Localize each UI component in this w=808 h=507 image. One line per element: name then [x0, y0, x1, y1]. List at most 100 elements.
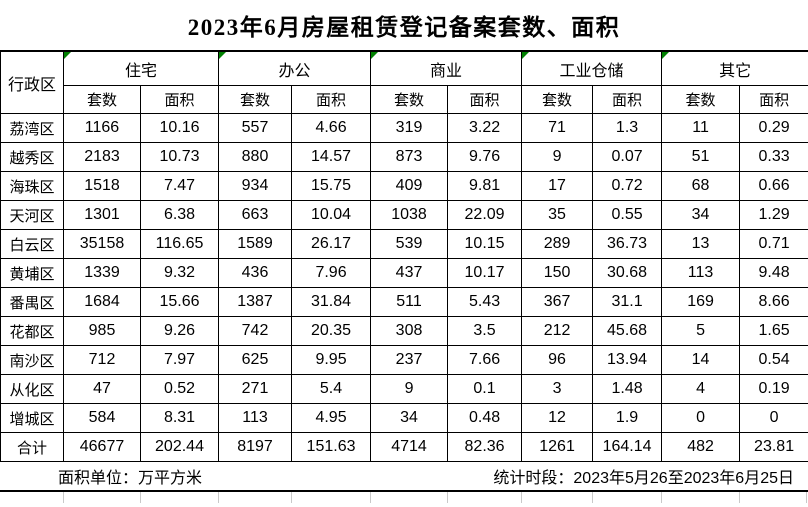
- value-cell[interactable]: 0.54: [739, 345, 808, 375]
- subheader-area-other[interactable]: 面积: [739, 85, 808, 114]
- value-cell[interactable]: 625: [218, 345, 293, 375]
- value-cell[interactable]: 34: [370, 403, 449, 433]
- subheader-count-industrial[interactable]: 套数: [521, 85, 594, 114]
- value-cell[interactable]: 1518: [63, 171, 141, 201]
- value-cell[interactable]: 0.1: [447, 374, 523, 404]
- subheader-area-office[interactable]: 面积: [291, 85, 372, 114]
- value-cell[interactable]: 202.44: [139, 432, 220, 462]
- value-cell[interactable]: 17: [521, 171, 594, 201]
- value-cell[interactable]: 10.73: [139, 142, 220, 172]
- value-cell[interactable]: 96: [521, 345, 594, 375]
- district-cell[interactable]: 增城区: [0, 403, 64, 433]
- value-cell[interactable]: 9.81: [447, 171, 523, 201]
- district-cell[interactable]: 荔湾区: [0, 113, 64, 143]
- value-cell[interactable]: 11: [661, 113, 741, 143]
- value-cell[interactable]: 68: [661, 171, 741, 201]
- value-cell[interactable]: 985: [63, 316, 141, 346]
- value-cell[interactable]: 9: [521, 142, 594, 172]
- value-cell[interactable]: 47: [63, 374, 141, 404]
- value-cell[interactable]: 31.84: [291, 287, 372, 317]
- value-cell[interactable]: 271: [218, 374, 293, 404]
- value-cell[interactable]: 113: [661, 258, 741, 288]
- value-cell[interactable]: 26.17: [291, 229, 372, 259]
- value-cell[interactable]: 5.43: [447, 287, 523, 317]
- subheader-area-commercial[interactable]: 面积: [447, 85, 523, 114]
- value-cell[interactable]: 23.81: [739, 432, 808, 462]
- value-cell[interactable]: 1589: [218, 229, 293, 259]
- value-cell[interactable]: 1.29: [739, 200, 808, 230]
- value-cell[interactable]: 1261: [521, 432, 594, 462]
- district-cell[interactable]: 花都区: [0, 316, 64, 346]
- subheader-count-office[interactable]: 套数: [218, 85, 293, 114]
- value-cell[interactable]: 0: [739, 403, 808, 433]
- value-cell[interactable]: 308: [370, 316, 449, 346]
- value-cell[interactable]: 4714: [370, 432, 449, 462]
- value-cell[interactable]: 30.68: [592, 258, 663, 288]
- header-group-office[interactable]: 办公: [218, 50, 372, 86]
- value-cell[interactable]: 319: [370, 113, 449, 143]
- value-cell[interactable]: 7.96: [291, 258, 372, 288]
- value-cell[interactable]: 0.72: [592, 171, 663, 201]
- value-cell[interactable]: 436: [218, 258, 293, 288]
- value-cell[interactable]: 0.07: [592, 142, 663, 172]
- value-cell[interactable]: 9.32: [139, 258, 220, 288]
- value-cell[interactable]: 10.16: [139, 113, 220, 143]
- value-cell[interactable]: 22.09: [447, 200, 523, 230]
- value-cell[interactable]: 1301: [63, 200, 141, 230]
- value-cell[interactable]: 4.66: [291, 113, 372, 143]
- value-cell[interactable]: 712: [63, 345, 141, 375]
- value-cell[interactable]: 3.5: [447, 316, 523, 346]
- value-cell[interactable]: 367: [521, 287, 594, 317]
- value-cell[interactable]: 0.48: [447, 403, 523, 433]
- subheader-count-other[interactable]: 套数: [661, 85, 741, 114]
- district-cell[interactable]: 越秀区: [0, 142, 64, 172]
- district-cell[interactable]: 番禺区: [0, 287, 64, 317]
- value-cell[interactable]: 14.57: [291, 142, 372, 172]
- header-group-industrial-storage[interactable]: 工业仓储: [521, 50, 663, 86]
- header-group-other[interactable]: 其它: [661, 50, 808, 86]
- value-cell[interactable]: 1038: [370, 200, 449, 230]
- value-cell[interactable]: 82.36: [447, 432, 523, 462]
- value-cell[interactable]: 10.15: [447, 229, 523, 259]
- value-cell[interactable]: 1684: [63, 287, 141, 317]
- value-cell[interactable]: 20.35: [291, 316, 372, 346]
- value-cell[interactable]: 34: [661, 200, 741, 230]
- value-cell[interactable]: 0.19: [739, 374, 808, 404]
- header-group-residential[interactable]: 住宅: [62, 50, 220, 86]
- value-cell[interactable]: 3.22: [447, 113, 523, 143]
- value-cell[interactable]: 7.97: [139, 345, 220, 375]
- value-cell[interactable]: 46677: [63, 432, 141, 462]
- value-cell[interactable]: 8.66: [739, 287, 808, 317]
- value-cell[interactable]: 9: [370, 374, 449, 404]
- value-cell[interactable]: 1166: [63, 113, 141, 143]
- value-cell[interactable]: 14: [661, 345, 741, 375]
- value-cell[interactable]: 45.68: [592, 316, 663, 346]
- value-cell[interactable]: 663: [218, 200, 293, 230]
- value-cell[interactable]: 35: [521, 200, 594, 230]
- district-cell[interactable]: 黄埔区: [0, 258, 64, 288]
- value-cell[interactable]: 116.65: [139, 229, 220, 259]
- value-cell[interactable]: 289: [521, 229, 594, 259]
- value-cell[interactable]: 1.3: [592, 113, 663, 143]
- subheader-count-residential[interactable]: 套数: [63, 85, 141, 114]
- value-cell[interactable]: 36.73: [592, 229, 663, 259]
- value-cell[interactable]: 35158: [63, 229, 141, 259]
- subheader-count-commercial[interactable]: 套数: [370, 85, 449, 114]
- value-cell[interactable]: 7.47: [139, 171, 220, 201]
- district-cell[interactable]: 白云区: [0, 229, 64, 259]
- value-cell[interactable]: 873: [370, 142, 449, 172]
- value-cell[interactable]: 31.1: [592, 287, 663, 317]
- value-cell[interactable]: 10.04: [291, 200, 372, 230]
- value-cell[interactable]: 13: [661, 229, 741, 259]
- value-cell[interactable]: 5: [661, 316, 741, 346]
- header-district[interactable]: 行政区: [0, 50, 64, 114]
- value-cell[interactable]: 482: [661, 432, 741, 462]
- value-cell[interactable]: 212: [521, 316, 594, 346]
- value-cell[interactable]: 437: [370, 258, 449, 288]
- value-cell[interactable]: 9.48: [739, 258, 808, 288]
- value-cell[interactable]: 15.66: [139, 287, 220, 317]
- value-cell[interactable]: 10.17: [447, 258, 523, 288]
- value-cell[interactable]: 150: [521, 258, 594, 288]
- district-cell[interactable]: 从化区: [0, 374, 64, 404]
- value-cell[interactable]: 1339: [63, 258, 141, 288]
